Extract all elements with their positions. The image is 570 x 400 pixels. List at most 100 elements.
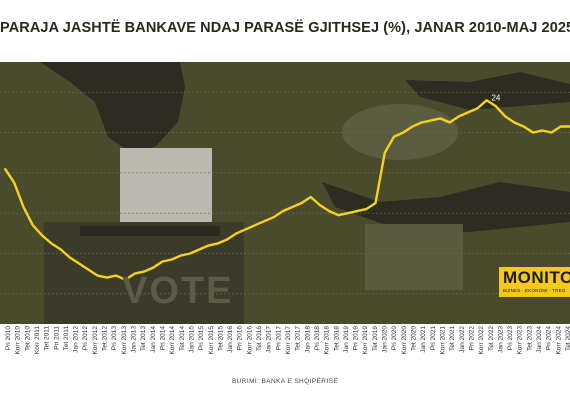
data-point <box>457 115 460 118</box>
x-tick-label: Jan 2014 <box>150 326 157 353</box>
data-point <box>13 182 16 184</box>
x-tick-label: Jan 2013 <box>131 326 138 353</box>
x-tick-label: Pri 2014 <box>160 326 167 351</box>
data-point <box>513 121 516 124</box>
data-point <box>522 125 525 128</box>
data-point <box>411 125 414 128</box>
x-tick-label: Jan 2023 <box>497 326 504 353</box>
x-tick-label: Pri 2012 <box>82 326 89 351</box>
series-line <box>3 99 570 281</box>
data-point <box>161 260 164 263</box>
x-tick-label: Tet 2017 <box>295 326 302 351</box>
x-tick-label: Tet 2018 <box>333 326 340 351</box>
data-point <box>356 210 358 213</box>
data-point <box>189 252 192 255</box>
data-point <box>105 276 108 279</box>
data-point <box>495 105 497 108</box>
ballot-slot <box>80 226 220 236</box>
x-tick-label: Jan 2018 <box>304 326 311 353</box>
x-tick-label: Pri 2019 <box>353 326 360 351</box>
x-tick-label: Korr 2014 <box>169 326 176 355</box>
data-point <box>374 202 377 204</box>
data-point <box>272 216 275 219</box>
data-point <box>383 151 386 154</box>
x-tick-label: Pri 2020 <box>391 326 398 351</box>
x-tick-label: Tet 2012 <box>102 326 109 351</box>
money-stack <box>342 104 458 160</box>
data-point <box>170 258 173 261</box>
x-tick-label: Jan 2015 <box>188 326 195 353</box>
x-tick-label: Korr 2022 <box>478 326 485 355</box>
data-point <box>504 115 507 118</box>
data-point <box>133 272 136 275</box>
x-tick-label: Pri 2010 <box>5 326 12 351</box>
data-point <box>430 119 432 122</box>
x-tick-label: Pri 2016 <box>237 326 244 351</box>
data-point <box>68 256 71 259</box>
data-point <box>309 196 312 198</box>
series-group <box>3 99 570 281</box>
x-tick-label: Tet 2011 <box>44 326 51 351</box>
data-point <box>207 244 210 247</box>
x-tick-label: Tet 2020 <box>411 326 418 351</box>
x-tick-label: Korr 2017 <box>285 326 292 355</box>
data-point <box>439 117 442 120</box>
source-note: BURIMI: BANKA E SHQIPËRISË <box>231 378 339 385</box>
x-tick-label: Pri 2023 <box>507 326 514 351</box>
x-tick-label: Pri 2024 <box>546 326 553 351</box>
data-point <box>22 206 25 209</box>
data-point <box>467 111 470 114</box>
hand-illustration <box>405 72 570 110</box>
plot-area: 24 VOTE MONITO BIZNES · EKONOMI · TREG <box>0 62 570 324</box>
x-tick-label: Pri 2021 <box>430 326 437 351</box>
data-point <box>402 131 405 134</box>
x-tick-label: Jan 2022 <box>459 326 466 353</box>
data-point <box>31 224 34 227</box>
data-point <box>96 274 99 277</box>
x-tick-label: Korr 2011 <box>34 326 41 354</box>
hand-with-money <box>322 182 570 232</box>
x-tick-label: Korr 2012 <box>92 326 99 355</box>
data-point <box>420 121 423 124</box>
data-point <box>263 220 266 223</box>
data-point <box>485 99 488 102</box>
data-point <box>152 266 155 269</box>
data-point <box>532 131 534 134</box>
data-point <box>226 238 229 241</box>
x-tick-label: Jan 2019 <box>343 326 350 353</box>
ballot-box <box>44 222 244 324</box>
data-point <box>337 214 340 217</box>
x-tick-label: Korr 2018 <box>324 326 331 355</box>
x-tick-label: Tet 2013 <box>140 326 147 351</box>
x-tick-label: Tet 2023 <box>526 326 533 351</box>
x-tick-label: Korr 2016 <box>246 326 253 355</box>
data-point <box>217 242 219 245</box>
data-point <box>41 234 43 237</box>
x-tick-label: Jan 2017 <box>266 326 273 353</box>
x-tick-label: Jan 2016 <box>227 326 234 353</box>
x-tick-label: Pri 2022 <box>468 326 475 351</box>
data-point <box>291 206 294 209</box>
x-tick-label: Jan 2020 <box>382 326 389 353</box>
x-tick-label: Tet 2010 <box>24 326 31 351</box>
data-point <box>346 212 349 215</box>
x-axis: Pri 2010 Korr 2010 Tet 2010 Korr 2011 Tet 20… <box>5 326 570 355</box>
data-point <box>244 228 247 231</box>
data-point <box>541 129 544 132</box>
x-tick-label: Korr 2023 <box>517 326 524 355</box>
x-tick-label: Korr 2010 <box>15 326 22 355</box>
data-point <box>4 167 6 170</box>
x-tick-label: Jan 2021 <box>420 326 427 353</box>
hand-illustration <box>40 62 185 152</box>
grid <box>0 91 570 295</box>
data-point <box>124 278 127 281</box>
data-point <box>180 254 182 257</box>
x-tick-label: Tet 2021 <box>449 326 456 351</box>
chart-title: PARAJA JASHTË BANKAVE NDAJ PARASË GJITHS… <box>0 20 570 36</box>
x-tick-label: Pri 2017 <box>275 326 282 351</box>
x-tick-label: Korr 2019 <box>362 326 369 355</box>
x-tick-label: Pri 2011 <box>53 326 60 350</box>
data-point <box>550 131 553 134</box>
x-tick-label: Korr 2013 <box>121 326 128 355</box>
